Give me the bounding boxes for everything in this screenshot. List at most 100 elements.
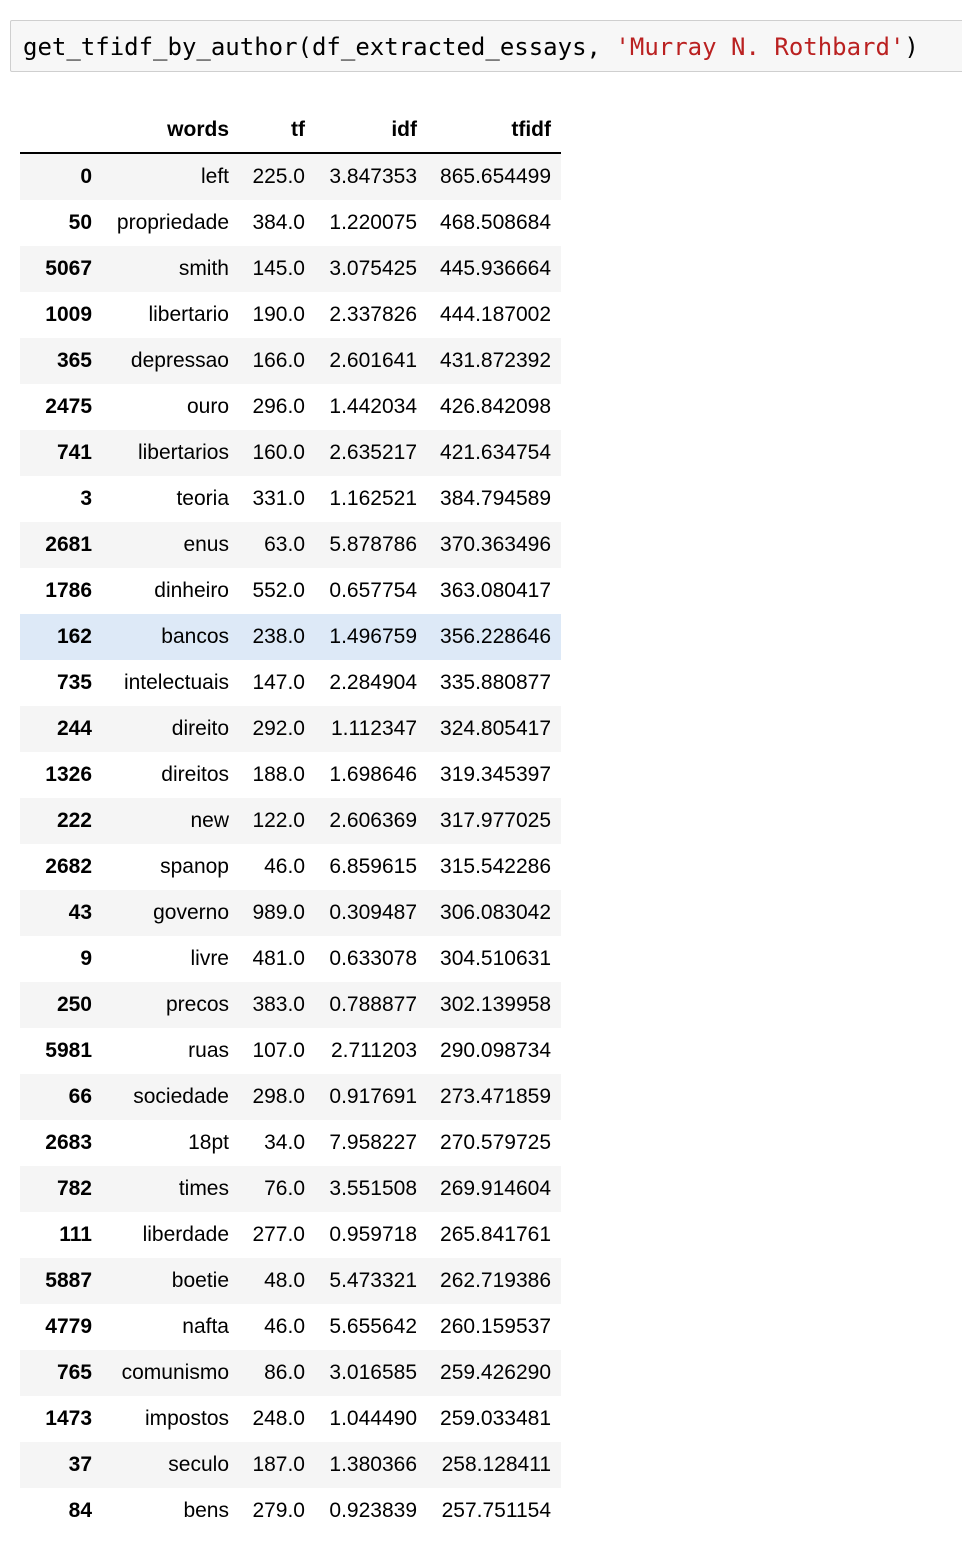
row-index-cell: 2683: [45, 1131, 92, 1154]
code-cell[interactable]: get_tfidf_by_author(df_extracted_essays,…: [10, 20, 962, 72]
header-tf: tf: [239, 108, 315, 154]
idf-cell: 0.959718: [329, 1223, 417, 1246]
tf-cell: 166.0: [252, 349, 305, 372]
words-cell: intelectuais: [123, 671, 229, 694]
words-cell: sociedade: [133, 1085, 229, 1108]
tf-cell: 989.0: [252, 901, 305, 924]
header-row: words tf idf tfidf: [20, 108, 561, 154]
row-index-cell: 1326: [45, 763, 92, 786]
table-row: 782 times 76.0 3.551508 269.914604: [20, 1166, 561, 1212]
tfidf-cell: 259.033481: [440, 1407, 551, 1430]
tf-cell: 145.0: [252, 257, 305, 280]
header-index: [20, 108, 102, 154]
idf-cell: 1.698646: [329, 763, 417, 786]
table-body: 0 left 225.0 3.847353 865.654499 50 propriedad…: [20, 153, 561, 1534]
tf-cell: 384.0: [252, 211, 305, 234]
tf-cell: 279.0: [252, 1499, 305, 1522]
tfidf-cell: 363.080417: [440, 579, 551, 602]
header-idf: idf: [315, 108, 427, 154]
words-cell: precos: [165, 993, 229, 1016]
tf-cell: 331.0: [252, 487, 305, 510]
tf-cell: 187.0: [252, 1453, 305, 1476]
words-cell: times: [178, 1177, 229, 1200]
words-cell: bancos: [161, 625, 229, 648]
table-row: 2683 18pt 34.0 7.958227 270.579725: [20, 1120, 561, 1166]
tfidf-cell: 317.977025: [440, 809, 551, 832]
tf-cell: 481.0: [252, 947, 305, 970]
idf-cell: 1.442034: [329, 395, 417, 418]
words-cell: bens: [183, 1499, 229, 1522]
table-row: 111 liberdade 277.0 0.959718 265.841761: [20, 1212, 561, 1258]
idf-cell: 1.220075: [329, 211, 417, 234]
idf-cell: 0.657754: [329, 579, 417, 602]
table-row: 735 intelectuais 147.0 2.284904 335.880877: [20, 660, 561, 706]
table-row: 50 propriedade 384.0 1.220075 468.508684: [20, 200, 561, 246]
idf-cell: 0.633078: [329, 947, 417, 970]
tfidf-cell: 257.751154: [441, 1499, 551, 1522]
tfidf-cell: 431.872392: [440, 349, 551, 372]
idf-cell: 5.878786: [329, 533, 417, 556]
row-index-cell: 0: [80, 165, 92, 188]
table-row: 250 precos 383.0 0.788877 302.139958: [20, 982, 561, 1028]
tf-cell: 298.0: [252, 1085, 305, 1108]
tfidf-cell: 315.542286: [440, 855, 551, 878]
header-tfidf: tfidf: [427, 108, 561, 154]
words-cell: dinheiro: [154, 579, 229, 602]
idf-cell: 1.162521: [329, 487, 417, 510]
tfidf-cell: 302.139958: [440, 993, 551, 1016]
tf-cell: 225.0: [252, 165, 305, 188]
tf-cell: 277.0: [252, 1223, 305, 1246]
words-cell: depressao: [130, 349, 229, 372]
tf-cell: 190.0: [252, 303, 305, 326]
idf-cell: 3.847353: [329, 165, 417, 188]
table-row: 2681 enus 63.0 5.878786 370.363496: [20, 522, 561, 568]
words-cell: propriedade: [116, 211, 229, 234]
tf-cell: 296.0: [252, 395, 305, 418]
code-input[interactable]: get_tfidf_by_author(df_extracted_essays,…: [23, 32, 919, 62]
words-cell: spanop: [160, 855, 229, 878]
words-cell: boetie: [171, 1269, 229, 1292]
tf-cell: 383.0: [252, 993, 305, 1016]
table-row: 0 left 225.0 3.847353 865.654499: [20, 153, 561, 200]
row-index-cell: 9: [80, 947, 92, 970]
words-cell: direito: [171, 717, 229, 740]
table-row: 37 seculo 187.0 1.380366 258.128411: [20, 1442, 561, 1488]
tfidf-cell: 865.654499: [440, 165, 551, 188]
row-index-cell: 66: [68, 1085, 92, 1108]
tfidf-cell: 260.159537: [440, 1315, 551, 1338]
table-row: 1009 libertario 190.0 2.337826 444.187002: [20, 292, 561, 338]
table-row: 84 bens 279.0 0.923839 257.751154: [20, 1488, 561, 1534]
words-cell: impostos: [144, 1407, 229, 1430]
tf-cell: 238.0: [252, 625, 305, 648]
tfidf-cell: 356.228646: [440, 625, 551, 648]
idf-cell: 2.337826: [329, 303, 417, 326]
idf-cell: 3.075425: [329, 257, 417, 280]
code-closing-paren: ): [904, 33, 919, 61]
words-cell: liberdade: [142, 1223, 229, 1246]
tfidf-cell: 444.187002: [440, 303, 551, 326]
row-index-cell: 1009: [45, 303, 92, 326]
row-index-cell: 5887: [45, 1269, 92, 1292]
table-row: 2682 spanop 46.0 6.859615 315.542286: [20, 844, 561, 890]
words-cell: teoria: [176, 487, 229, 510]
row-index-cell: 741: [56, 441, 92, 464]
tfidf-cell: 269.914604: [440, 1177, 551, 1200]
row-index-cell: 43: [68, 901, 92, 924]
tf-cell: 292.0: [252, 717, 305, 740]
idf-cell: 1.044490: [329, 1407, 417, 1430]
row-index-cell: 735: [56, 671, 92, 694]
idf-cell: 0.788877: [329, 993, 417, 1016]
tf-cell: 86.0: [264, 1361, 305, 1384]
row-index-cell: 111: [59, 1223, 92, 1246]
idf-cell: 6.859615: [329, 855, 417, 878]
row-index-cell: 250: [56, 993, 92, 1016]
words-cell: livre: [190, 947, 229, 970]
idf-cell: 5.473321: [329, 1269, 417, 1292]
table-row: 5981 ruas 107.0 2.711203 290.098734: [20, 1028, 561, 1074]
tfidf-cell: 259.426290: [440, 1361, 551, 1384]
idf-cell: 2.606369: [329, 809, 417, 832]
idf-cell: 7.958227: [329, 1131, 417, 1154]
row-index-cell: 84: [68, 1499, 92, 1522]
tfidf-cell: 370.363496: [440, 533, 551, 556]
code-string-argument: 'Murray N. Rothbard': [615, 33, 905, 61]
